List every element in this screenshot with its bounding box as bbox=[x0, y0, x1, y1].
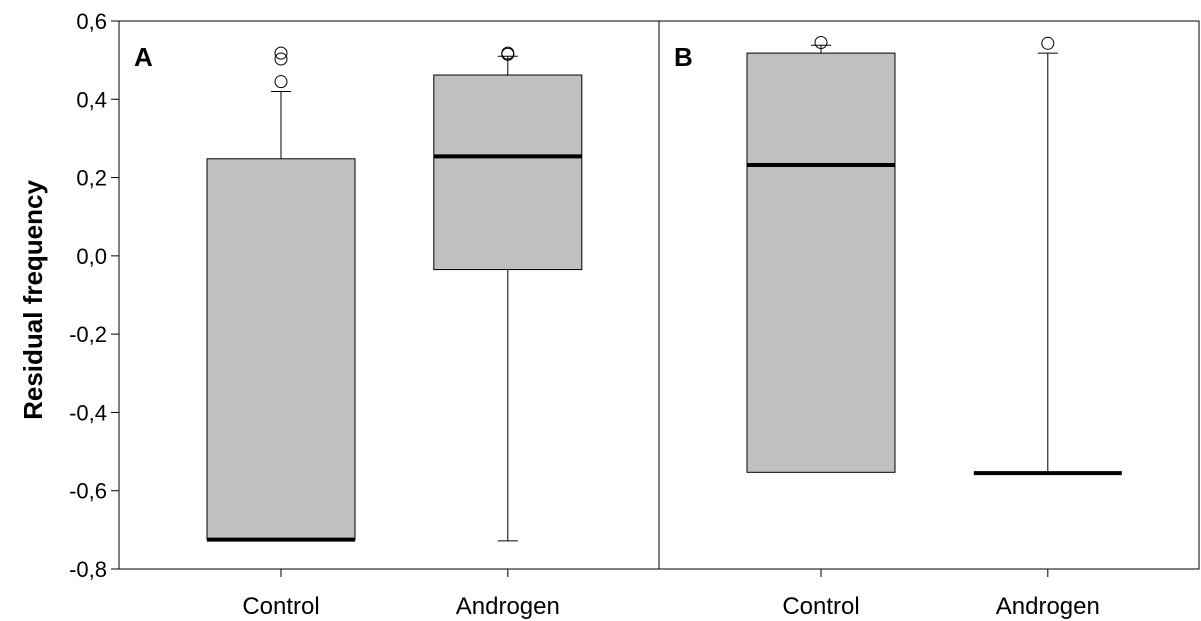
outlier-point bbox=[1041, 36, 1055, 50]
panel-label: A bbox=[134, 42, 153, 72]
y-tick-label: 0,2 bbox=[76, 166, 107, 191]
panel-a: A Control Androgen bbox=[134, 42, 583, 620]
plot-layer: A Control Androgen B Control Androgen bbox=[134, 36, 1122, 620]
panel-frame bbox=[658, 20, 1200, 570]
box-androgen: Androgen bbox=[433, 46, 583, 620]
x-category-label: Androgen bbox=[996, 593, 1100, 620]
axis-layer: -0,8 -0,6 -0,4 -0,2 0,0 0,2 0,4 0,6 bbox=[69, 9, 1200, 582]
x-category-label: Androgen bbox=[456, 593, 560, 620]
box-iqr bbox=[746, 52, 896, 473]
outlier-point bbox=[274, 46, 288, 60]
y-axis-title: Residual frequency bbox=[18, 180, 48, 420]
x-category-label: Control bbox=[782, 593, 859, 620]
y-tick-label: -0,8 bbox=[69, 557, 107, 582]
outlier-point bbox=[274, 75, 288, 89]
outlier-point bbox=[814, 36, 828, 50]
box-iqr bbox=[206, 158, 356, 541]
y-tick-label: 0,4 bbox=[76, 87, 107, 112]
box-control: Control bbox=[746, 36, 896, 620]
outlier-point bbox=[501, 46, 515, 60]
x-category-label: Control bbox=[242, 593, 319, 620]
outlier-point bbox=[274, 52, 288, 66]
panel-label: B bbox=[674, 42, 693, 72]
y-tick-label: -0,6 bbox=[69, 479, 107, 504]
box-iqr bbox=[433, 74, 583, 271]
y-tick-label: 0,6 bbox=[76, 9, 107, 34]
y-tick-label: -0,4 bbox=[69, 400, 107, 425]
box-androgen: Androgen bbox=[973, 36, 1122, 620]
y-tick-label: -0,2 bbox=[69, 322, 107, 347]
box-control: Control bbox=[206, 46, 356, 620]
y-tick-label: 0,0 bbox=[76, 244, 107, 269]
panel-b: B Control Androgen bbox=[674, 36, 1122, 620]
